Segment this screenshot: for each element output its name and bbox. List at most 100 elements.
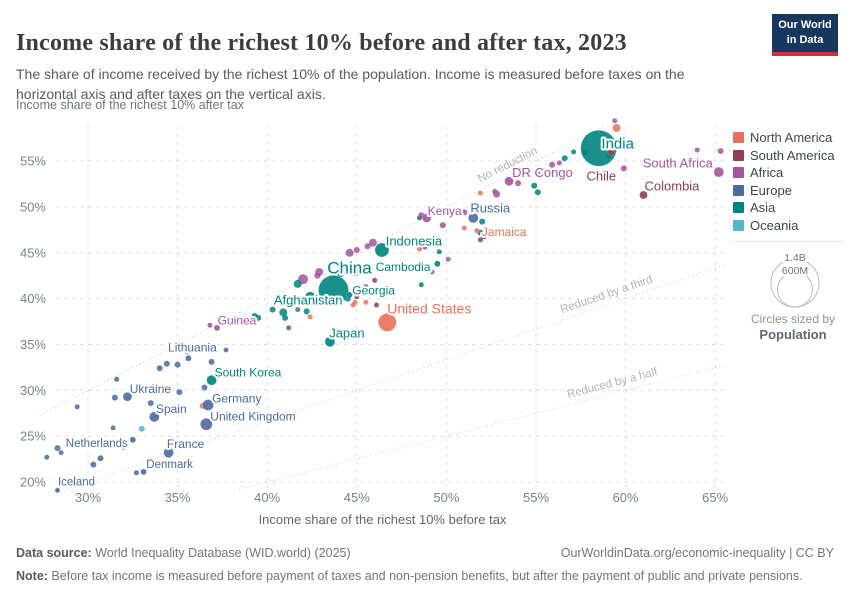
data-point[interactable] bbox=[556, 160, 562, 166]
data-point-netherlands[interactable] bbox=[129, 436, 137, 444]
data-point[interactable] bbox=[279, 308, 288, 317]
data-point[interactable] bbox=[445, 256, 451, 262]
country-label-netherlands[interactable]: Netherlands bbox=[64, 436, 130, 452]
data-point[interactable] bbox=[184, 349, 190, 355]
country-label-russia[interactable]: Russia bbox=[468, 199, 513, 218]
data-point[interactable] bbox=[531, 182, 538, 189]
data-point[interactable] bbox=[58, 450, 64, 456]
country-label-lithuania[interactable]: Lithuania bbox=[166, 339, 219, 357]
data-point[interactable] bbox=[717, 148, 724, 154]
country-label-united-states[interactable]: United States bbox=[385, 299, 473, 319]
data-point[interactable] bbox=[147, 400, 154, 407]
data-point[interactable] bbox=[303, 308, 310, 315]
data-point[interactable] bbox=[422, 244, 428, 250]
country-label-spain[interactable]: Spain bbox=[154, 400, 189, 418]
data-point-india[interactable] bbox=[580, 129, 617, 167]
legend-item-africa[interactable]: Africa bbox=[733, 164, 835, 182]
data-point[interactable] bbox=[561, 155, 568, 162]
country-label-india[interactable]: India bbox=[599, 134, 636, 155]
data-point[interactable] bbox=[515, 180, 522, 187]
data-point[interactable] bbox=[477, 237, 483, 243]
data-point[interactable] bbox=[493, 190, 501, 198]
data-point-afghanistan[interactable] bbox=[304, 291, 316, 303]
data-point-japan[interactable] bbox=[324, 336, 336, 347]
data-point[interactable] bbox=[481, 233, 487, 240]
data-point-chile[interactable] bbox=[607, 148, 616, 156]
data-point[interactable] bbox=[372, 277, 378, 283]
data-point[interactable] bbox=[207, 322, 213, 328]
data-point[interactable] bbox=[571, 149, 577, 155]
data-point-united-states[interactable] bbox=[378, 313, 397, 332]
data-point[interactable] bbox=[295, 307, 301, 313]
data-point[interactable] bbox=[479, 218, 486, 225]
data-point[interactable] bbox=[418, 282, 424, 288]
data-point[interactable] bbox=[534, 189, 541, 196]
country-label-chile[interactable]: Chile bbox=[584, 167, 618, 186]
data-point[interactable] bbox=[151, 383, 158, 390]
data-point[interactable] bbox=[350, 302, 356, 308]
data-point[interactable] bbox=[114, 376, 120, 382]
country-label-jamaica[interactable]: Jamaica bbox=[480, 223, 529, 241]
data-point-germany[interactable] bbox=[202, 399, 214, 411]
data-point[interactable] bbox=[315, 268, 324, 276]
data-point[interactable] bbox=[255, 314, 262, 321]
legend-item-north-america[interactable]: North America bbox=[733, 129, 835, 147]
country-label-georgia[interactable]: Georgia bbox=[350, 281, 397, 299]
data-point[interactable] bbox=[429, 269, 435, 275]
data-point[interactable] bbox=[612, 118, 618, 124]
data-point[interactable] bbox=[174, 361, 181, 368]
data-point[interactable] bbox=[156, 365, 163, 372]
legend-item-asia[interactable]: Asia bbox=[733, 199, 835, 217]
data-point[interactable] bbox=[364, 243, 371, 250]
data-point[interactable] bbox=[612, 124, 621, 132]
country-label-denmark[interactable]: Denmark bbox=[144, 457, 195, 473]
data-point[interactable] bbox=[269, 306, 276, 313]
data-point[interactable] bbox=[436, 249, 442, 255]
data-point[interactable] bbox=[223, 347, 229, 353]
data-point[interactable] bbox=[477, 190, 483, 196]
legend-item-europe[interactable]: Europe bbox=[733, 182, 835, 200]
data-point[interactable] bbox=[534, 171, 542, 179]
country-label-colombia[interactable]: Colombia bbox=[643, 177, 703, 196]
data-point-china[interactable] bbox=[318, 275, 349, 306]
data-point[interactable] bbox=[286, 325, 292, 331]
country-label-guinea[interactable]: Guinea bbox=[216, 311, 259, 329]
data-point-dr-congo[interactable] bbox=[504, 176, 514, 186]
scatter-plot[interactable]: 20% 25% 30% 35% 40% 45% 50% 55% 30% 35% 40% 45% 50% 5… bbox=[0, 0, 850, 545]
data-point-indonesia[interactable] bbox=[374, 242, 390, 258]
country-label-china[interactable]: China bbox=[325, 257, 374, 280]
data-point[interactable] bbox=[449, 212, 455, 218]
data-point[interactable] bbox=[201, 384, 208, 391]
credit-link[interactable]: OurWorldinData.org/economic-inequality |… bbox=[560, 546, 834, 560]
country-label-indonesia[interactable]: Indonesia bbox=[384, 232, 445, 251]
data-point-kenya[interactable] bbox=[421, 213, 432, 223]
data-point[interactable] bbox=[133, 470, 139, 476]
data-point[interactable] bbox=[54, 445, 61, 452]
owid-logo[interactable]: Our World in Data bbox=[772, 14, 838, 56]
data-point-denmark[interactable] bbox=[140, 468, 147, 476]
data-point[interactable] bbox=[293, 279, 302, 288]
data-point-south-africa[interactable] bbox=[713, 166, 725, 178]
data-point[interactable] bbox=[74, 404, 80, 410]
country-label-ukraine[interactable]: Ukraine bbox=[128, 380, 174, 398]
country-label-france[interactable]: France bbox=[165, 435, 207, 453]
data-point-guinea[interactable] bbox=[213, 324, 221, 332]
data-point[interactable] bbox=[307, 314, 313, 320]
country-label-iceland[interactable]: Iceland bbox=[56, 474, 97, 490]
data-point[interactable] bbox=[138, 425, 145, 432]
data-point[interactable] bbox=[282, 314, 289, 321]
data-point[interactable] bbox=[121, 444, 127, 450]
data-point-jamaica[interactable] bbox=[474, 227, 480, 234]
data-point[interactable] bbox=[374, 302, 379, 308]
legend-item-south-america[interactable]: South America bbox=[733, 147, 835, 165]
data-point[interactable] bbox=[97, 455, 104, 462]
country-label-afghanistan[interactable]: Afghanistan bbox=[272, 290, 345, 309]
data-point-georgia[interactable] bbox=[346, 291, 353, 299]
data-point[interactable] bbox=[549, 161, 556, 168]
data-point-cambodia[interactable] bbox=[434, 260, 441, 268]
data-point[interactable] bbox=[354, 294, 360, 300]
data-point-france[interactable] bbox=[163, 447, 174, 458]
data-point[interactable] bbox=[461, 225, 467, 231]
country-label-germany[interactable]: Germany bbox=[210, 389, 263, 407]
data-point[interactable] bbox=[439, 222, 446, 229]
